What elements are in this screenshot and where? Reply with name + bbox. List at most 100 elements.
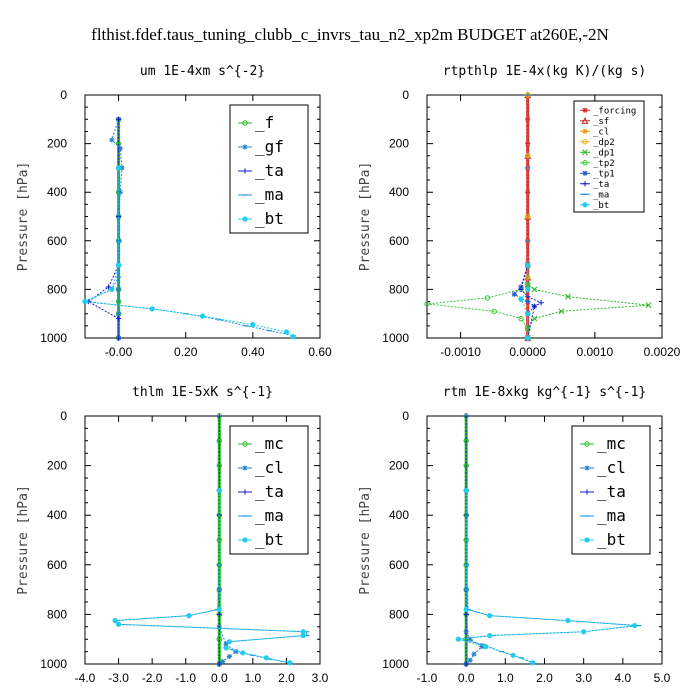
x-tick-label: 5.0 (654, 671, 671, 685)
legend-label: _ma (255, 185, 284, 204)
legend-label: _sf (593, 117, 609, 127)
x-tick-label: 0.0000 (509, 345, 546, 359)
data-point (216, 606, 222, 613)
panels: um 1E-4xm s^{-2} Pressure [hPa] 0 200 400 600… (16, 64, 681, 685)
series-gf (109, 116, 125, 341)
data-point (471, 651, 477, 657)
legend-marker (584, 537, 590, 543)
series-line (87, 119, 120, 338)
data-point (300, 632, 306, 639)
data-point (216, 661, 222, 667)
legend-box (229, 104, 309, 234)
legend-marker (242, 144, 248, 150)
legend-label: _cl (597, 458, 626, 477)
data-point (226, 639, 232, 645)
data-point (105, 284, 112, 290)
data-point (525, 141, 531, 147)
y-tick-label: 600 (47, 558, 67, 572)
legend-marker (582, 170, 588, 176)
legend-marker (582, 139, 588, 145)
data-point (631, 622, 638, 629)
data-point (518, 315, 524, 322)
legend-label: _ta (597, 482, 626, 501)
legend-marker (242, 216, 248, 222)
data-point (483, 644, 489, 650)
y-axis-label: Pressure [hPa] (358, 485, 373, 595)
data-point (525, 116, 531, 122)
series-tp2 (424, 262, 531, 341)
data-point (455, 636, 461, 642)
data-point (109, 286, 115, 292)
series-bt (455, 487, 638, 666)
x-tick-label: -1.0 (175, 671, 196, 685)
legend-label: _dp2 (593, 138, 615, 148)
data-point (283, 329, 290, 335)
x-tick-label: -1.0 (417, 671, 438, 685)
data-point (115, 262, 122, 268)
y-tick-label: 600 (47, 234, 67, 248)
data-point (250, 322, 256, 328)
legend-label: _forcing (593, 106, 636, 116)
data-point (149, 306, 155, 312)
legend: _mc _cl _ta _ma _bt (229, 425, 309, 555)
x-tick-label: -3.0 (108, 671, 129, 685)
y-tick-label: 800 (389, 607, 409, 621)
data-point (510, 652, 516, 658)
x-tick-label: 1.0 (497, 671, 514, 685)
data-point (109, 137, 115, 143)
legend: _forcing_sf_cl_dp2_dp1_tp2_tp1_ta_ma_bt (573, 100, 645, 213)
data-point (518, 296, 524, 302)
data-point (463, 611, 469, 617)
x-tick-label: 0.0 (211, 671, 228, 685)
data-point (115, 335, 122, 341)
legend-marker (581, 117, 589, 124)
y-tick-label: 1000 (40, 331, 67, 345)
data-point (115, 286, 122, 292)
data-point (463, 629, 469, 635)
y-tick-label: 800 (47, 282, 67, 296)
y-tick-label: 800 (47, 607, 67, 621)
data-point (491, 308, 497, 314)
data-point (525, 311, 531, 317)
data-point (117, 145, 123, 152)
y-axis-label: Pressure [hPa] (16, 485, 31, 595)
x-tick-label: 3.0 (575, 671, 592, 685)
x-tick-label: 0.40 (241, 345, 265, 359)
legend-marker (582, 128, 588, 134)
data-point (581, 629, 587, 635)
legend-label: _ma (597, 506, 626, 525)
x-tick-label: 0.60 (308, 345, 332, 359)
legend-marker (242, 537, 248, 543)
x-tick-label: 0.0020 (644, 345, 681, 359)
legend-label: _dp1 (593, 148, 615, 158)
series-dp1 (524, 262, 652, 341)
chart-panel-4: rtm 1E-8xkg kg^{-1} s^{-1} Pressure [hPa]… (358, 385, 671, 685)
data-point (216, 611, 222, 617)
legend-marker (582, 181, 588, 187)
data-point (119, 165, 125, 171)
data-point (525, 189, 531, 195)
legend-box (229, 425, 309, 555)
data-point (199, 313, 206, 319)
legend-marker (242, 489, 248, 495)
y-tick-label: 400 (47, 508, 67, 522)
y-tick-label: 0 (402, 88, 409, 102)
y-tick-label: 600 (389, 558, 409, 572)
legend-marker (582, 202, 588, 208)
data-point (531, 303, 538, 310)
data-point (216, 413, 222, 419)
y-tick-label: 1000 (40, 657, 67, 671)
data-point (115, 311, 122, 317)
legend-label: _ta (255, 161, 284, 180)
y-tick-label: 600 (389, 234, 409, 248)
data-point (263, 655, 269, 661)
data-point (290, 334, 296, 340)
series-ta (85, 116, 122, 341)
legend: _mc _cl _ta _ma _bt (571, 425, 651, 555)
data-point (565, 293, 571, 300)
data-point (525, 213, 531, 220)
data-point (525, 262, 531, 268)
data-point (115, 621, 122, 627)
y-tick-label: 1000 (382, 331, 409, 345)
y-tick-label: 400 (47, 185, 67, 199)
